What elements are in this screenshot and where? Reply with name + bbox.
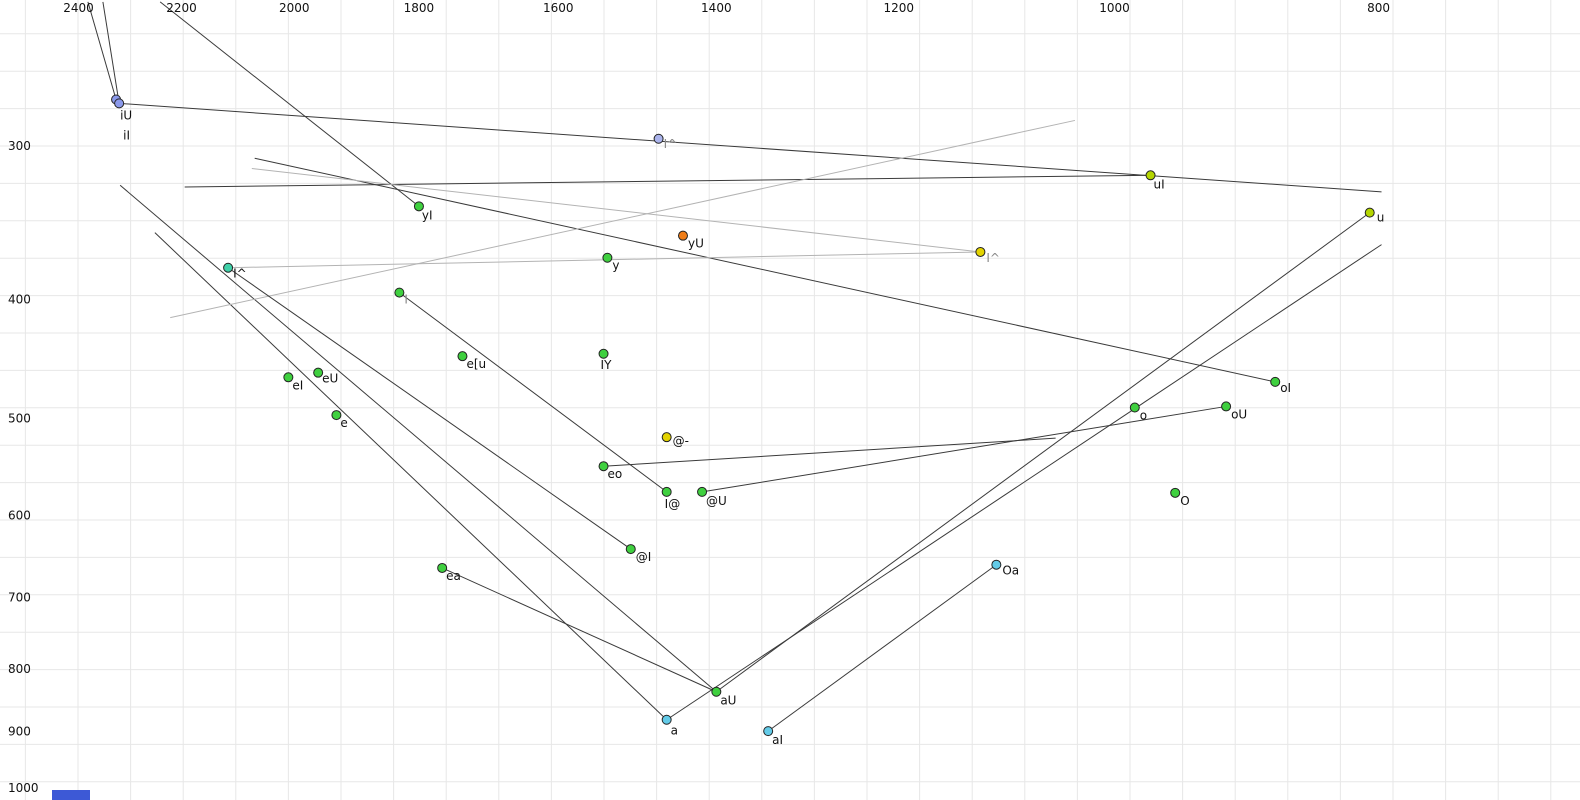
- trajectory-line: [154, 232, 668, 721]
- trajectory-line: [701, 405, 1227, 493]
- vowel-point-yI[interactable]: [413, 201, 424, 212]
- vowel-point-O[interactable]: [1170, 487, 1181, 498]
- y-axis-tick-label: 500: [8, 411, 31, 425]
- trajectory-line: [87, 1, 117, 100]
- y-axis-tick-label: 300: [8, 139, 31, 153]
- vowel-point-I_[interactable]: [653, 133, 664, 144]
- vowel-point-label: O: [1180, 494, 1189, 508]
- trajectory-line-gray: [251, 168, 981, 253]
- vowel-point-uI[interactable]: [1145, 170, 1156, 181]
- vowel-point-eo[interactable]: [598, 461, 609, 472]
- trajectory-line-gray: [170, 119, 1076, 319]
- trajectory-line: [716, 212, 1371, 693]
- vowel-point-label: aI: [772, 733, 783, 747]
- vowel-point-label: eU: [322, 372, 338, 386]
- vowel-point-label: a: [671, 724, 678, 738]
- vowel-point-iI[interactable]: [114, 98, 125, 109]
- vowel-point-label: @I: [636, 550, 652, 564]
- vowel-point-e_u[interactable]: [457, 351, 468, 362]
- vowel-point-label: eI: [292, 378, 303, 392]
- trajectory-line: [254, 157, 1276, 383]
- vowel-point-label: u: [1377, 211, 1385, 225]
- vowel-point-I_[interactable]: [223, 262, 234, 273]
- vowel-point-ea[interactable]: [437, 562, 448, 573]
- vowel-point-label: I^: [233, 267, 247, 281]
- vowel-point-label: iU: [120, 109, 132, 123]
- vowel-point-label: yI: [422, 208, 433, 222]
- vowel-point-label: eo: [608, 467, 623, 481]
- y-axis-tick-label: 600: [8, 509, 31, 523]
- vowel-point-label: aU: [720, 694, 736, 708]
- vowel-point-aI[interactable]: [763, 726, 774, 737]
- x-axis-tick-label: 2400: [63, 1, 94, 15]
- vowel-point-I_[interactable]: [975, 246, 986, 257]
- vowel-point-_I[interactable]: [625, 544, 636, 555]
- x-axis-tick-label: 1400: [701, 1, 732, 15]
- x-axis-tick-label: 2000: [279, 1, 310, 15]
- vowel-point-label: o: [1140, 409, 1147, 423]
- trajectory-line: [119, 102, 1382, 193]
- trajectory-line: [102, 1, 120, 104]
- vowel-point-oI[interactable]: [1270, 376, 1281, 387]
- vowel-point-label: I: [404, 293, 408, 307]
- vowel-point-label: I^: [986, 251, 1000, 265]
- y-axis-tick-label: 700: [8, 591, 31, 605]
- y-axis-tick-label: 400: [8, 292, 31, 306]
- x-axis-tick-label: 1800: [404, 1, 435, 15]
- trajectory-line: [767, 564, 997, 732]
- vowel-point-label: iI: [123, 128, 130, 142]
- y-axis-tick-label: 1000: [8, 781, 39, 795]
- trajectory-line: [441, 567, 717, 693]
- vowel-point-yU[interactable]: [677, 230, 688, 241]
- vowel-point-u[interactable]: [1364, 207, 1375, 218]
- vowel-point-label: uI: [1154, 177, 1165, 191]
- vowel-point-label: e: [340, 416, 347, 430]
- vowel-point-label: yU: [688, 237, 704, 251]
- trajectory-line: [119, 184, 717, 693]
- vowel-point-label: ea: [446, 569, 461, 583]
- vowel-point-label: oU: [1231, 407, 1247, 421]
- vowel-point-oU[interactable]: [1221, 401, 1232, 412]
- y-axis-tick-label: 800: [8, 662, 31, 676]
- vowel-point-Oa[interactable]: [991, 559, 1002, 570]
- trajectory-line: [184, 174, 1151, 188]
- x-axis-tick-label: 2200: [166, 1, 197, 15]
- vowel-point-IY[interactable]: [598, 348, 609, 359]
- vowel-point-o[interactable]: [1129, 402, 1140, 413]
- x-axis-tick-label: 1200: [883, 1, 914, 15]
- vowel-point-label: @U: [706, 494, 727, 508]
- vowel-point-label: Oa: [1002, 564, 1019, 578]
- vowel-point-eI[interactable]: [283, 372, 294, 383]
- blue-fragment: [52, 790, 90, 800]
- trajectory-line: [666, 244, 1382, 721]
- vowel-point-I[interactable]: [394, 287, 405, 298]
- vowel-point-label: I@: [665, 497, 681, 511]
- vowel-point-label: y: [612, 259, 619, 273]
- vowel-point-label: e[u: [466, 357, 486, 371]
- vowel-point-label: @-: [673, 434, 689, 448]
- vowel-point-label: oI: [1280, 381, 1291, 395]
- x-axis-tick-label: 1600: [543, 1, 574, 15]
- trajectory-line: [227, 267, 632, 550]
- x-axis-tick-label: 1000: [1099, 1, 1130, 15]
- trajectory-line: [399, 292, 667, 493]
- y-axis-tick-label: 900: [8, 725, 31, 739]
- vowel-point-_U[interactable]: [697, 486, 708, 497]
- vowel-point-a[interactable]: [661, 714, 672, 725]
- vowel-point-label: I^: [664, 137, 678, 151]
- x-axis-tick-label: 800: [1367, 1, 1390, 15]
- vowel-point-I_[interactable]: [661, 486, 672, 497]
- trajectory-line: [159, 1, 420, 207]
- vowel-point-__[interactable]: [661, 432, 672, 443]
- vowel-point-e[interactable]: [331, 410, 342, 421]
- vowel-point-eU[interactable]: [313, 367, 324, 378]
- trajectory-line: [603, 437, 1056, 467]
- vowel-point-y[interactable]: [602, 252, 613, 263]
- vowel-point-aU[interactable]: [711, 686, 722, 697]
- vowel-point-label: IY: [601, 358, 613, 372]
